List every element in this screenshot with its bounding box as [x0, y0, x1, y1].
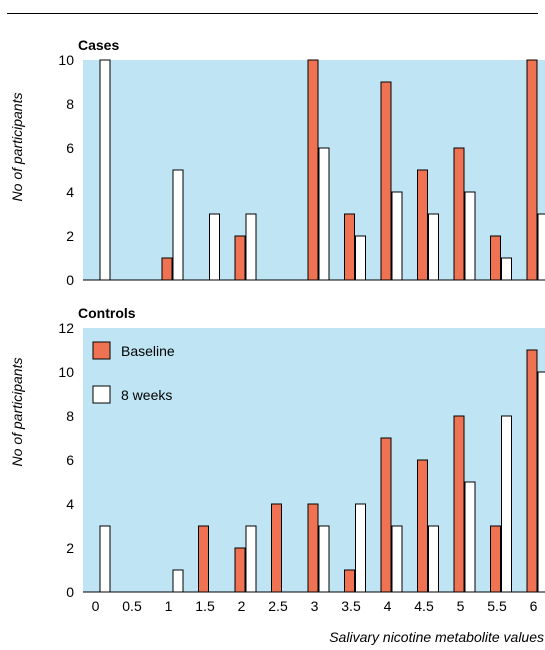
- y-tick-label: 0: [66, 584, 74, 600]
- x-tick-label: 3: [311, 598, 319, 614]
- bar-baseline: [344, 213, 355, 281]
- x-tick-label: 6: [530, 598, 538, 614]
- bar-8-weeks: [501, 257, 512, 281]
- bar-8-weeks: [428, 213, 439, 281]
- y-tick-label: 0: [66, 272, 74, 288]
- bar-baseline: [526, 349, 538, 593]
- y-axis-title: No of participants: [9, 93, 25, 202]
- bar-baseline: [234, 547, 246, 593]
- x-tick-label: 4: [384, 598, 392, 614]
- bar-8-weeks: [537, 371, 545, 593]
- legend-label: 8 weeks: [121, 387, 172, 403]
- bar-8-weeks: [99, 525, 111, 593]
- panel-title: Controls: [78, 305, 136, 321]
- x-tick-label: 4.5: [414, 598, 434, 614]
- bar-baseline: [234, 235, 246, 281]
- bar-baseline: [453, 415, 465, 593]
- bar-8-weeks: [355, 235, 366, 281]
- bar-baseline: [344, 569, 355, 593]
- bar-baseline: [307, 59, 319, 281]
- bar-baseline: [490, 525, 501, 593]
- bar-baseline: [490, 235, 501, 281]
- y-tick-label: 4: [66, 496, 74, 512]
- bar-8-weeks: [318, 525, 330, 593]
- y-tick-label: 10: [58, 364, 74, 380]
- x-tick-label: 1: [165, 598, 173, 614]
- bar-8-weeks: [172, 169, 184, 281]
- x-tick-label: 2: [238, 598, 246, 614]
- x-tick-label: 1.5: [195, 598, 215, 614]
- bar-baseline: [271, 503, 282, 593]
- bar-8-weeks: [391, 525, 403, 593]
- bar-8-weeks: [428, 525, 439, 593]
- bar-baseline: [417, 459, 428, 593]
- bar-baseline: [453, 147, 465, 281]
- bar-baseline: [161, 257, 173, 281]
- y-tick-label: 6: [66, 452, 74, 468]
- y-tick-label: 2: [66, 228, 74, 244]
- y-tick-label: 8: [66, 96, 74, 112]
- x-tick-label: 5.5: [487, 598, 507, 614]
- panel-title: Cases: [78, 37, 119, 53]
- x-tick-label: 0: [92, 598, 100, 614]
- bar-baseline: [307, 503, 319, 593]
- bar-8-weeks: [245, 525, 257, 593]
- y-tick-label: 2: [66, 540, 74, 556]
- legend-label: Baseline: [121, 343, 175, 359]
- y-tick-label: 8: [66, 408, 74, 424]
- x-tick-label: 0.5: [122, 598, 142, 614]
- legend-swatch-8-weeks: [92, 385, 111, 404]
- legend-swatch-baseline: [92, 341, 111, 360]
- bar-baseline: [417, 169, 428, 281]
- y-tick-label: 4: [66, 184, 74, 200]
- y-axis-title: No of participants: [9, 358, 25, 467]
- x-tick-label: 2.5: [268, 598, 288, 614]
- bar-8-weeks: [501, 415, 512, 593]
- bar-baseline: [380, 437, 392, 593]
- bar-8-weeks: [464, 481, 476, 593]
- bar-8-weeks: [537, 213, 545, 281]
- y-tick-label: 10: [58, 52, 74, 68]
- top-rule: [7, 13, 538, 14]
- bar-8-weeks: [209, 213, 220, 281]
- bar-baseline: [526, 59, 538, 281]
- x-tick-label: 5: [457, 598, 465, 614]
- bar-8-weeks: [318, 147, 330, 281]
- bar-8-weeks: [245, 213, 257, 281]
- bar-8-weeks: [172, 569, 184, 593]
- y-tick-label: 12: [58, 320, 74, 336]
- bar-baseline: [198, 525, 209, 593]
- bar-8-weeks: [391, 191, 403, 281]
- y-tick-label: 6: [66, 140, 74, 156]
- bar-baseline: [380, 81, 392, 281]
- bar-8-weeks: [99, 59, 111, 281]
- bar-8-weeks: [464, 191, 476, 281]
- bar-8-weeks: [355, 503, 366, 593]
- x-tick-label: 3.5: [341, 598, 361, 614]
- x-axis-title: Salivary nicotine metabolite values: [329, 629, 544, 645]
